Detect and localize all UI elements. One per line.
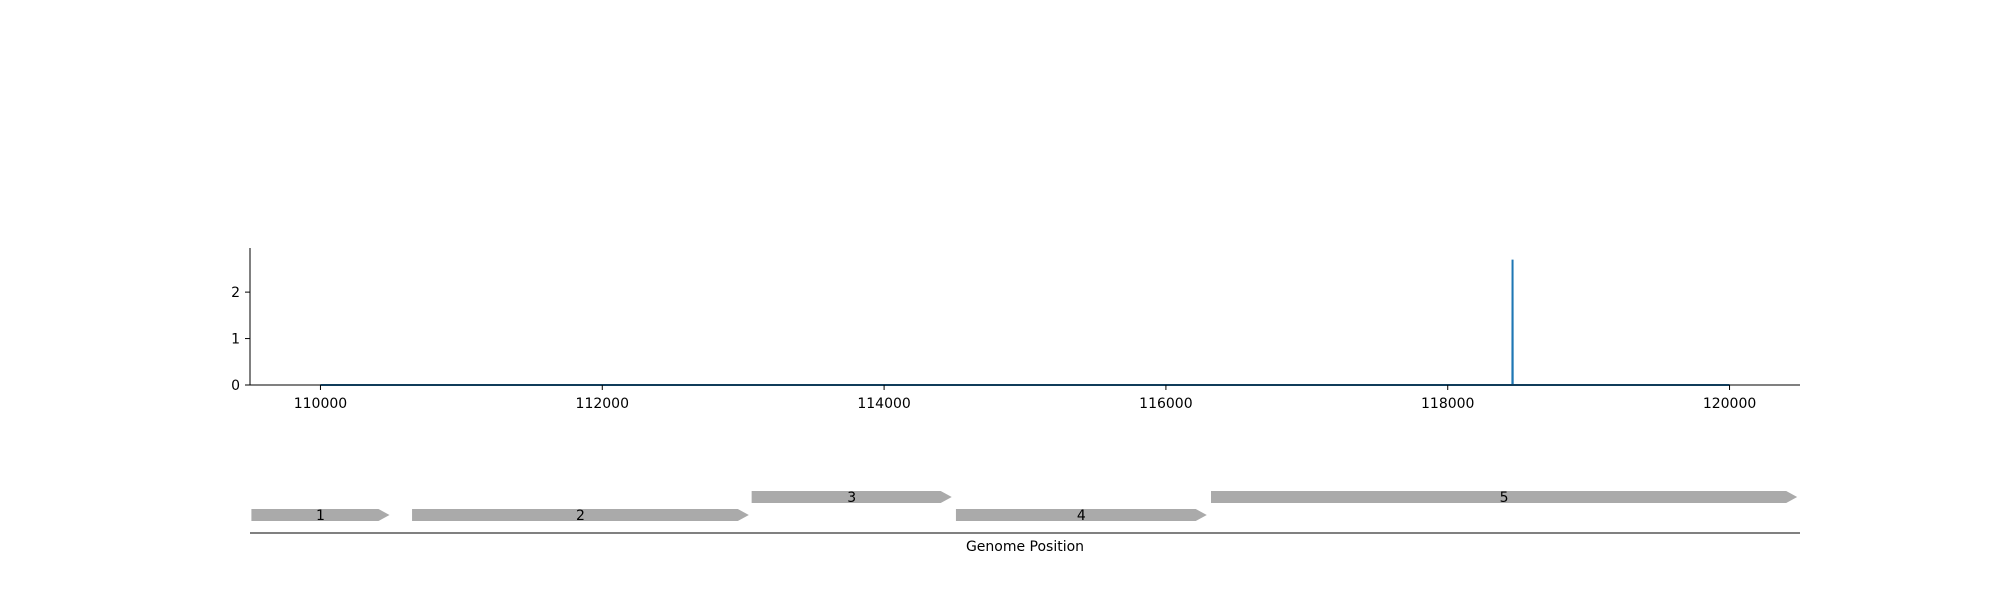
gene-label-1: 1 xyxy=(316,508,325,524)
coverage-line-0 xyxy=(320,259,1730,386)
x-tick-label: 114000 xyxy=(857,396,910,412)
y-tick-label: 2 xyxy=(231,285,240,301)
gene-label-4: 4 xyxy=(1077,508,1086,524)
coverage-series-layer xyxy=(320,259,1730,386)
y-axis-ticks: 0 1 2 xyxy=(231,285,250,394)
gene-label-3: 3 xyxy=(847,490,856,506)
x-tick-label: 120000 xyxy=(1703,396,1756,412)
gene-arrow-5 xyxy=(1211,491,1798,503)
x-tick-label: 116000 xyxy=(1139,396,1192,412)
gene-arrow-4 xyxy=(955,509,1207,521)
x-tick-label: 112000 xyxy=(576,396,629,412)
gene-label-2: 2 xyxy=(576,508,585,524)
gene-arrow-2 xyxy=(412,509,749,521)
gene-arrows: 1 2 3 4 5 xyxy=(251,490,1798,524)
y-tick-label: 0 xyxy=(231,378,240,394)
gene-arrow-1 xyxy=(251,509,390,521)
coverage-plot: 110000 112000 114000 116000 118000 120000 0 1 2 xyxy=(231,248,1800,412)
gene-arrow-3 xyxy=(751,491,952,503)
gene-track: 1 2 3 4 5 Genome Position xyxy=(250,490,1800,555)
x-tick-label: 110000 xyxy=(294,396,347,412)
genome-position-label: Genome Position xyxy=(966,539,1084,555)
x-axis-ticks: 110000 112000 114000 116000 118000 120000 xyxy=(294,385,1756,412)
gene-label-5: 5 xyxy=(1500,490,1509,506)
y-tick-label: 1 xyxy=(231,332,240,348)
x-tick-label: 118000 xyxy=(1421,396,1474,412)
